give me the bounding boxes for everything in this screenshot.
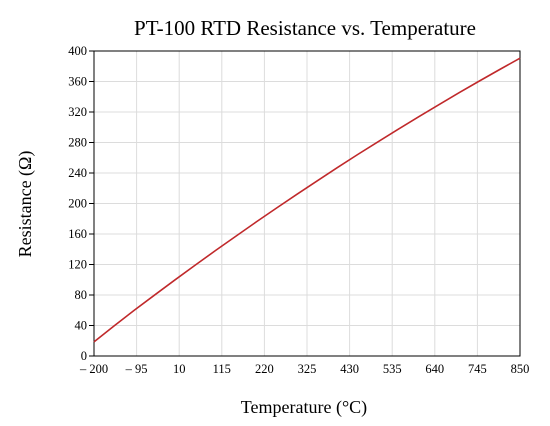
- x-axis-label: Temperature (°C): [241, 397, 367, 418]
- x-tick-label: 220: [255, 362, 274, 376]
- y-tick-label: 80: [75, 288, 88, 302]
- x-tick-label: – 200: [79, 362, 108, 376]
- x-tick-label: 10: [173, 362, 186, 376]
- y-tick-label: 320: [68, 105, 87, 119]
- y-tick-label: 160: [68, 227, 87, 241]
- y-tick-label: 360: [68, 75, 87, 89]
- y-tick-label: 240: [68, 166, 87, 180]
- y-tick-label: 120: [68, 258, 87, 272]
- y-tick-label: 400: [68, 44, 87, 58]
- x-tick-label: 640: [425, 362, 444, 376]
- y-tick-label: 40: [75, 319, 88, 333]
- resistance-series-line: [93, 57, 521, 343]
- y-tick-label: 280: [68, 136, 87, 150]
- x-tick-label: 115: [213, 362, 231, 376]
- grid: [93, 50, 521, 357]
- x-tick-label: 535: [383, 362, 402, 376]
- x-tick-label: 430: [340, 362, 359, 376]
- y-axis-label: Resistance (Ω): [15, 151, 36, 258]
- chart-title: PT-100 RTD Resistance vs. Temperature: [134, 16, 476, 40]
- x-tick-label: – 95: [125, 362, 148, 376]
- y-tick-label: 0: [81, 349, 87, 363]
- x-axis-ticks: – 200 – 95 10 115 220 325 430 535 640 745 850: [79, 362, 529, 376]
- y-tick-label: 200: [68, 197, 87, 211]
- x-tick-label: 325: [298, 362, 317, 376]
- y-axis-ticks: 0 40 80 120 160 200 240 280 320 360 400: [68, 44, 94, 363]
- x-tick-label: 850: [511, 362, 530, 376]
- x-tick-label: 745: [468, 362, 487, 376]
